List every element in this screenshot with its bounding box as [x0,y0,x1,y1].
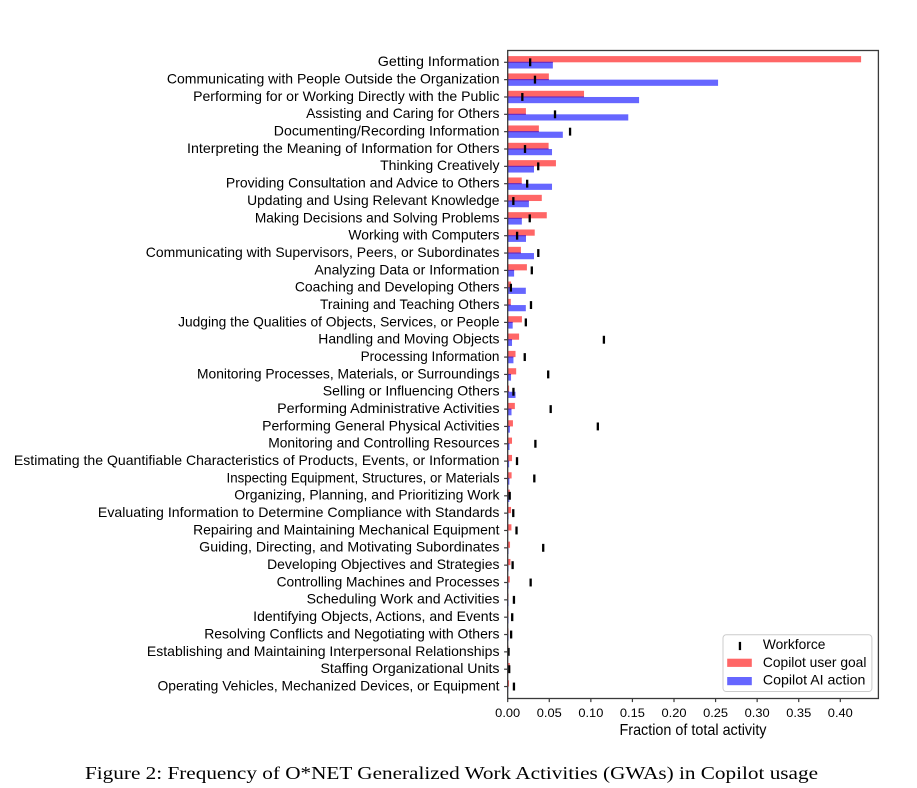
svg-text:Performing for or Working Dire: Performing for or Working Directly with … [193,88,499,104]
svg-text:Judging the Qualities of Objec: Judging the Qualities of Objects, Servic… [178,313,500,329]
svg-text:Scheduling Work and Activities: Scheduling Work and Activities [307,591,500,607]
svg-text:Coaching and Developing Others: Coaching and Developing Others [295,279,500,295]
svg-text:0.25: 0.25 [703,706,728,720]
svg-text:Resolving Conflicts and Negoti: Resolving Conflicts and Negotiating with… [204,625,499,641]
svg-text:Inspecting Equipment, Structur: Inspecting Equipment, Structures, or Mat… [227,469,500,485]
svg-text:Making Decisions and Solving P: Making Decisions and Solving Problems [255,209,500,225]
svg-text:Selling or Influencing Others: Selling or Influencing Others [323,383,500,399]
svg-text:Repairing and Maintaining Mech: Repairing and Maintaining Mechanical Equ… [193,521,500,537]
svg-text:Documenting/Recording Informat: Documenting/Recording Information [274,123,500,139]
svg-text:Workforce: Workforce [763,636,826,652]
svg-text:Establishing and Maintaining I: Establishing and Maintaining Interperson… [147,643,500,659]
svg-text:Guiding, Directing, and Motiva: Guiding, Directing, and Motivating Subor… [199,539,499,555]
svg-text:0.35: 0.35 [786,706,811,720]
svg-text:Interpreting the Meaning of In: Interpreting the Meaning of Information … [187,140,499,156]
svg-text:Estimating the Quantifiable Ch: Estimating the Quantifiable Characterist… [14,452,500,468]
svg-text:Operating Vehicles, Mechanized: Operating Vehicles, Mechanized Devices, … [158,677,500,693]
svg-text:0.20: 0.20 [662,706,687,720]
svg-text:Updating and Using Relevant Kn: Updating and Using Relevant Knowledge [247,192,500,208]
svg-text:Assisting and Caring for Other: Assisting and Caring for Others [306,105,499,121]
svg-text:Copilot user goal: Copilot user goal [763,654,867,670]
svg-text:Identifying Objects, Actions,: Identifying Objects, Actions, and Events [253,608,499,624]
svg-text:Controlling Machines and Proce: Controlling Machines and Processes [277,573,500,589]
svg-text:0.40: 0.40 [828,706,853,720]
svg-text:Handling and Moving Objects: Handling and Moving Objects [318,331,499,347]
svg-text:Organizing, Planning, and Prio: Organizing, Planning, and Prioritizing W… [234,487,500,503]
svg-text:Performing Administrative Acti: Performing Administrative Activities [277,400,499,416]
svg-text:0.15: 0.15 [620,706,645,720]
svg-text:0.10: 0.10 [578,706,603,720]
svg-text:Training and Teaching Others: Training and Teaching Others [320,296,500,312]
svg-text:Copilot AI action: Copilot AI action [763,672,866,688]
svg-text:Figure 2: Frequency of O*NET G: Figure 2: Frequency of O*NET Generalized… [85,763,818,783]
svg-text:Analyzing Data or Information: Analyzing Data or Information [314,261,499,277]
svg-text:Getting Information: Getting Information [378,53,500,69]
svg-text:Communicating with Supervisors: Communicating with Supervisors, Peers, o… [146,244,500,260]
svg-text:Performing General Physical Ac: Performing General Physical Activities [262,417,499,433]
svg-text:0.30: 0.30 [745,706,770,720]
svg-text:0.05: 0.05 [537,706,562,720]
svg-text:Staffing Organizational Units: Staffing Organizational Units [321,660,500,676]
svg-text:Working with Computers: Working with Computers [348,227,499,243]
svg-text:0.00: 0.00 [495,706,520,720]
svg-text:Communicating with People Outs: Communicating with People Outside the Or… [167,71,500,87]
svg-text:Providing Consultation and Adv: Providing Consultation and Advice to Oth… [226,175,500,191]
svg-text:Processing Information: Processing Information [361,348,500,364]
svg-text:Thinking Creatively: Thinking Creatively [380,157,499,173]
svg-text:Evaluating Information to Dete: Evaluating Information to Determine Comp… [98,504,500,520]
svg-text:Fraction of total activity: Fraction of total activity [620,722,767,739]
svg-text:Monitoring and Controlling Res: Monitoring and Controlling Resources [268,435,499,451]
svg-text:Monitoring Processes, Material: Monitoring Processes, Materials, or Surr… [197,365,500,381]
svg-text:Developing Objectives and Stra: Developing Objectives and Strategies [267,556,499,572]
